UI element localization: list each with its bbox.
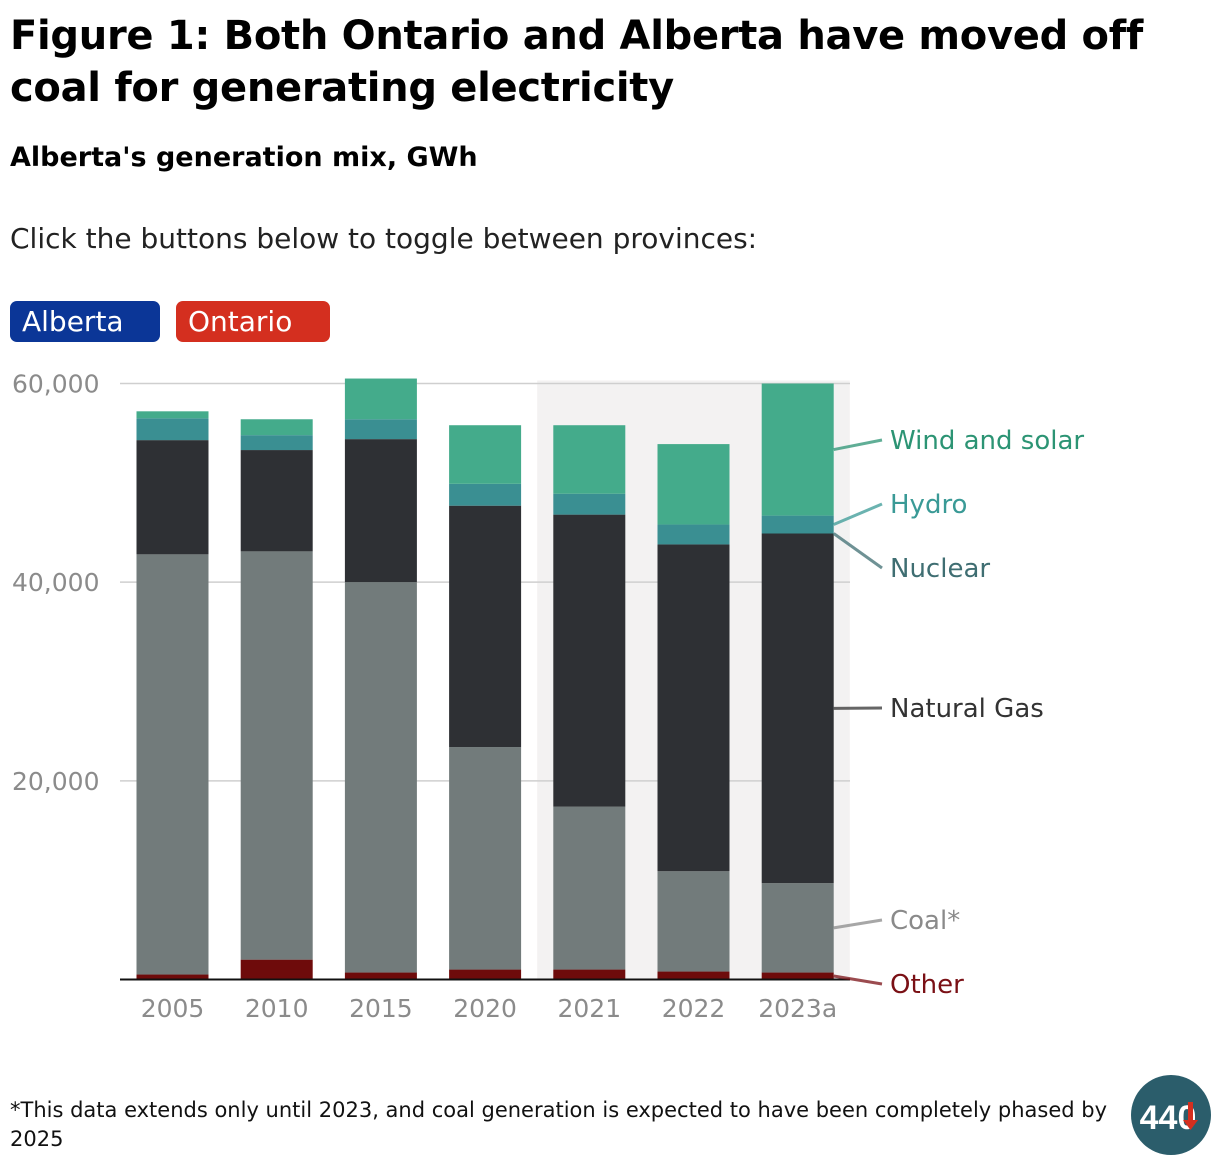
bar-other-2010	[240, 959, 313, 980]
bar-other-2021	[553, 969, 626, 980]
bar-wind-and-solar-2023a	[761, 383, 834, 516]
y-tick-label: 60,000	[12, 370, 99, 399]
bar-coal-2023a	[761, 883, 834, 973]
bar-other-2022	[657, 971, 730, 980]
x-tick-label: 2015	[349, 994, 413, 1023]
logo-text: 440	[1140, 1099, 1197, 1137]
bar-hydro-2023a	[761, 515, 834, 534]
x-tick-label: 2010	[245, 994, 309, 1023]
bar-coal-2005	[136, 554, 209, 975]
generation-mix-chart: 20,000 40,000 60,000 2005 2010 2015 2020 2021 20…	[12, 370, 1084, 1024]
bar-wind-and-solar-2022	[657, 444, 730, 525]
logo-circle	[1131, 1075, 1211, 1155]
bar-wind-and-solar-2015	[344, 378, 417, 420]
toggle-instruction: Click the buttons below to toggle betwee…	[10, 222, 758, 255]
x-tick-label: 2021	[557, 994, 621, 1023]
bar-coal-2010	[240, 551, 313, 960]
bar-natural-gas-2021	[553, 514, 626, 807]
bar-natural-gas-2015	[344, 439, 417, 583]
series-label-natural-gas: Natural Gas	[890, 694, 1044, 724]
page-title: Figure 1: Both Ontario and Alberta have …	[10, 13, 1143, 111]
bar-other-2020	[449, 969, 522, 980]
footnote: *This data extends only until 2023, and …	[10, 1098, 1108, 1151]
x-tick-label: 2020	[453, 994, 517, 1023]
bar-other-2023a	[761, 972, 834, 980]
x-tick-label: 2023a	[758, 994, 837, 1023]
bar-hydro-2020	[449, 483, 522, 506]
series-label-hydro: Hydro	[890, 490, 967, 520]
chart-subtitle: Alberta's generation mix, GWh	[10, 142, 478, 173]
bar-natural-gas-2005	[136, 440, 209, 555]
series-label-coal: Coal*	[890, 906, 960, 936]
bar-coal-2015	[344, 582, 417, 973]
bar-coal-2020	[449, 747, 522, 970]
leader-line-nuclear	[832, 532, 883, 570]
ontario-toggle-button[interactable]: Ontario	[176, 301, 330, 342]
bar-other-2015	[344, 972, 417, 980]
series-label-nuclear: Nuclear	[890, 554, 990, 584]
series-label-wind-and-solar: Wind and solar	[890, 426, 1084, 456]
x-tick-label: 2022	[662, 994, 726, 1023]
series-label-other: Other	[890, 970, 964, 1000]
y-tick-label: 20,000	[12, 767, 99, 796]
alberta-toggle-button[interactable]: Alberta	[10, 301, 160, 342]
bar-hydro-2010	[240, 435, 313, 451]
y-tick-label: 40,000	[12, 568, 99, 597]
leader-line-other	[833, 974, 883, 986]
bar-other-2005	[136, 974, 209, 980]
bar-hydro-2022	[657, 524, 730, 545]
logo: 440	[1131, 1075, 1211, 1155]
bar-wind-and-solar-2020	[449, 425, 522, 484]
bar-hydro-2005	[136, 418, 209, 441]
leader-line-wind-and-solar	[833, 438, 883, 452]
down-arrow-icon	[1183, 1102, 1198, 1130]
bar-natural-gas-2022	[657, 544, 730, 872]
bar-hydro-2015	[344, 419, 417, 440]
bar-coal-2022	[657, 871, 730, 972]
bar-natural-gas-2010	[240, 450, 313, 552]
leader-line-coal	[833, 918, 883, 930]
bar-hydro-2021	[553, 493, 626, 515]
x-tick-label: 2005	[141, 994, 205, 1023]
bar-natural-gas-2023a	[761, 533, 834, 884]
bar-wind-and-solar-2021	[553, 425, 626, 494]
bar-wind-and-solar-2005	[136, 411, 209, 419]
leader-line-hydro	[833, 502, 883, 526]
bar-wind-and-solar-2010	[240, 419, 313, 436]
bar-natural-gas-2020	[449, 505, 522, 748]
bar-coal-2021	[553, 806, 626, 970]
